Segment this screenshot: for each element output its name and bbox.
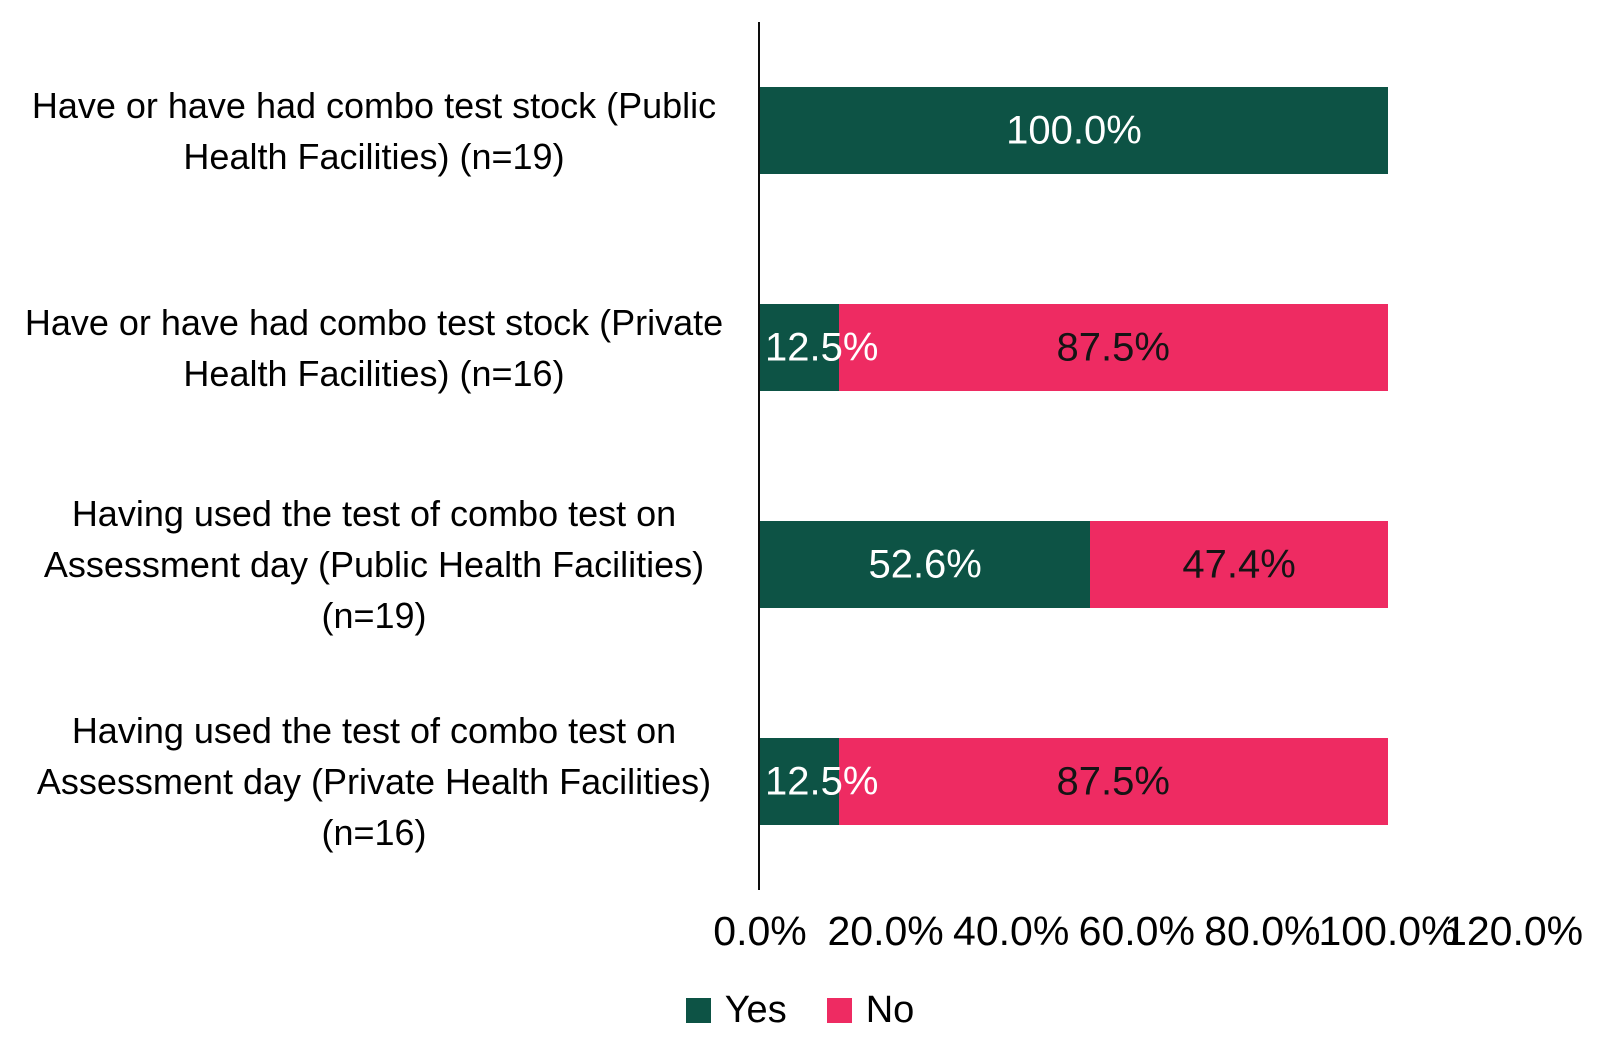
x-tick-label: 120.0% bbox=[1444, 908, 1584, 954]
x-tick-label: 0.0% bbox=[713, 908, 807, 954]
bar-segment-no: 87.5% bbox=[838, 738, 1388, 825]
legend-label: No bbox=[865, 988, 915, 1031]
legend-label: Yes bbox=[724, 988, 787, 1031]
x-tick-label: 100.0% bbox=[1318, 908, 1458, 954]
data-label: 12.5% bbox=[765, 759, 879, 803]
data-label: 52.6% bbox=[868, 542, 982, 586]
bar-segment-no: 87.5% bbox=[838, 304, 1388, 391]
x-tick-label: 60.0% bbox=[1078, 908, 1195, 954]
legend-swatch-no bbox=[826, 997, 852, 1023]
bar-segment-yes: 52.6% bbox=[760, 521, 1091, 608]
legend: Yes No bbox=[0, 984, 1600, 1036]
category-label: Having used the test of combo test on As… bbox=[43, 493, 705, 636]
data-label: 47.4% bbox=[1182, 542, 1296, 586]
legend-item-no: No bbox=[826, 988, 915, 1032]
chart-row: Have or have had combo test stock (Priva… bbox=[0, 239, 1600, 456]
bar-segment-yes: 12.5% bbox=[760, 304, 878, 391]
category-label: Have or have had combo test stock (Priva… bbox=[24, 301, 724, 394]
x-tick-label: 20.0% bbox=[827, 908, 944, 954]
bar-track: 12.5% 87.5% bbox=[760, 304, 1388, 391]
x-tick-label: 40.0% bbox=[953, 908, 1070, 954]
category-label: Having used the test of combo test on As… bbox=[36, 710, 712, 853]
chart-row: Have or have had combo test stock (Publi… bbox=[0, 22, 1600, 239]
bar-segment-no: 47.4% bbox=[1090, 521, 1388, 608]
bar-track: 52.6% 47.4% bbox=[760, 521, 1388, 608]
category-label: Have or have had combo test stock (Publi… bbox=[31, 84, 717, 177]
data-label: 87.5% bbox=[1056, 759, 1170, 803]
chart-row: Having used the test of combo test on As… bbox=[0, 673, 1600, 890]
y-axis-line bbox=[758, 22, 760, 890]
bar-track: 100.0% bbox=[760, 87, 1388, 174]
bar-track: 12.5% 87.5% bbox=[760, 738, 1388, 825]
bar-segment-yes: 12.5% bbox=[760, 738, 878, 825]
data-label: 100.0% bbox=[1006, 108, 1142, 152]
data-label: 12.5% bbox=[765, 325, 879, 369]
legend-swatch-yes bbox=[685, 997, 711, 1023]
plot-area: Have or have had combo test stock (Publi… bbox=[0, 22, 1600, 890]
legend-item-yes: Yes bbox=[685, 988, 787, 1032]
chart-row: Having used the test of combo test on As… bbox=[0, 456, 1600, 673]
x-tick-label: 80.0% bbox=[1204, 908, 1321, 954]
bar-segment-yes: 100.0% bbox=[760, 87, 1388, 174]
data-label: 87.5% bbox=[1056, 325, 1170, 369]
